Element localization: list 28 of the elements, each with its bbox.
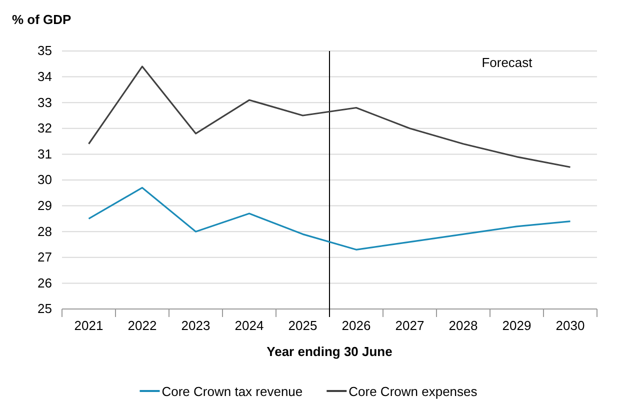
y-tick-label: 30: [38, 172, 52, 188]
y-tick-label: 35: [38, 43, 52, 58]
x-tick-label: 2024: [234, 318, 264, 334]
line-series: [88, 66, 572, 168]
x-tick-label: 2022: [128, 318, 157, 334]
y-tick-label: 25: [38, 301, 52, 316]
x-axis-title: Year ending 30 June: [266, 344, 392, 359]
x-tick-label: 2030: [556, 318, 585, 334]
x-tick-label: 2027: [395, 318, 424, 334]
y-tick-label: 31: [38, 146, 52, 162]
y-tick-label: 27: [38, 250, 52, 265]
annotation: Forecast: [482, 55, 533, 70]
y-axis-title: % of GDP: [12, 12, 72, 27]
y-tick-label: 29: [38, 198, 52, 213]
x-tick-label: 2025: [288, 318, 318, 334]
legend-label: Core Crown tax revenue: [162, 384, 303, 399]
y-tick-label: 26: [38, 275, 52, 290]
line-series: [88, 186, 572, 250]
legend-label: Core Crown expenses: [348, 384, 478, 399]
x-tick-label: 2028: [448, 318, 478, 334]
x-tick-label: 2021: [74, 318, 104, 334]
y-tick-label: 28: [38, 224, 52, 239]
x-tick-label: 2029: [502, 318, 532, 334]
y-tick-label: 34: [38, 68, 52, 84]
x-tick-label: 2023: [181, 318, 210, 334]
x-tick-label: 2026: [342, 318, 371, 334]
y-tick-label: 33: [38, 94, 52, 110]
y-tick-label: 32: [38, 120, 52, 136]
